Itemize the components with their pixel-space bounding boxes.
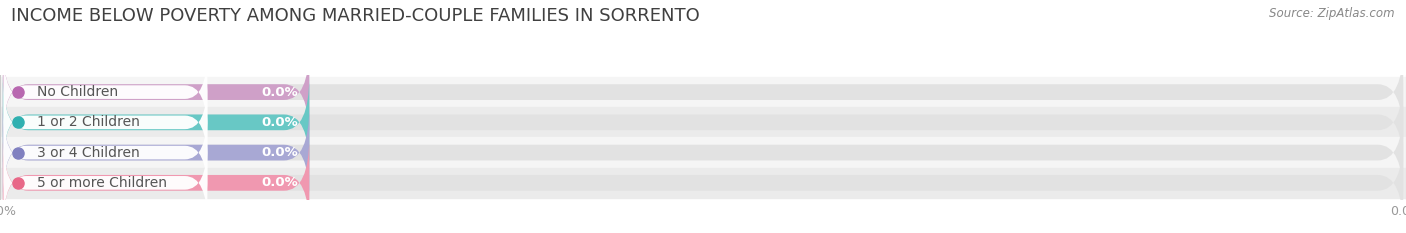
Text: Source: ZipAtlas.com: Source: ZipAtlas.com [1270,7,1395,20]
Bar [0,137,1406,168]
Text: 0.0%: 0.0% [262,176,298,189]
Text: 1 or 2 Children: 1 or 2 Children [37,115,139,129]
Text: 0.0%: 0.0% [262,146,298,159]
FancyBboxPatch shape [3,106,309,199]
FancyBboxPatch shape [3,136,1403,230]
Text: 0.0%: 0.0% [262,116,298,129]
Bar [0,107,1406,137]
Text: 3 or 4 Children: 3 or 4 Children [37,146,139,160]
Text: 5 or more Children: 5 or more Children [37,176,166,190]
Text: No Children: No Children [37,85,118,99]
FancyBboxPatch shape [3,76,309,169]
FancyBboxPatch shape [3,111,208,194]
FancyBboxPatch shape [3,51,208,134]
FancyBboxPatch shape [3,81,208,164]
Text: 0.0%: 0.0% [262,86,298,99]
FancyBboxPatch shape [3,45,309,139]
Bar [0,168,1406,198]
FancyBboxPatch shape [3,136,309,230]
FancyBboxPatch shape [3,76,1403,169]
Text: INCOME BELOW POVERTY AMONG MARRIED-COUPLE FAMILIES IN SORRENTO: INCOME BELOW POVERTY AMONG MARRIED-COUPL… [11,7,700,25]
Bar [0,77,1406,107]
FancyBboxPatch shape [3,45,1403,139]
FancyBboxPatch shape [3,141,208,224]
FancyBboxPatch shape [3,106,1403,199]
